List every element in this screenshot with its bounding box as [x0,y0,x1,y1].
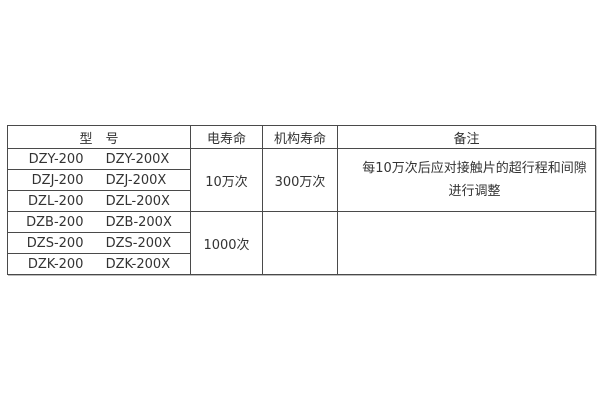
model-name-variant: DZJ-200X [105,172,167,188]
mechanism-life-cell: 300万次 [262,148,338,212]
table-row: DZK-200 DZK-200X [7,253,596,275]
col-header-model: 型 号 [7,125,191,149]
model-cell: DZB-200 DZB-200X [7,211,191,233]
remark-line: 每10万次后应对接触片的超行程和间隙 [362,161,587,176]
electrical-life-cell: 1000次 [190,211,263,275]
model-name: DZL-200 [28,193,84,209]
model-name: DZY-200 [28,151,84,167]
model-name: DZS-200 [26,235,84,251]
spec-table-container: 型 号 电寿命 机构寿命 备注 DZY-200 DZY-200X 10万次 30… [7,125,596,275]
model-name: DZK-200 [27,256,84,272]
spec-table: 型 号 电寿命 机构寿命 备注 DZY-200 DZY-200X 10万次 30… [7,125,596,275]
model-name-variant: DZK-200X [105,256,171,272]
model-cell: DZS-200 DZS-200X [7,232,191,254]
model-name-variant: DZL-200X [105,193,170,209]
header-row: 型 号 电寿命 机构寿命 备注 [7,125,596,149]
electrical-life-cell: 10万次 [190,148,263,212]
remark-cell: 每10万次后应对接触片的超行程和间隙 进行调整 [337,148,596,212]
col-header-remark: 备注 [337,125,596,149]
model-name: DZJ-200 [31,172,84,188]
model-name-variant: DZY-200X [105,151,170,167]
model-cell: DZY-200 DZY-200X [7,148,191,170]
model-cell: DZL-200 DZL-200X [7,190,191,212]
model-cell: DZJ-200 DZJ-200X [7,169,191,191]
model-name-variant: DZB-200X [105,214,172,230]
col-header-electrical-life: 电寿命 [190,125,263,149]
model-cell: DZK-200 DZK-200X [7,253,191,275]
table-row: DZS-200 DZS-200X [7,232,596,254]
table-row: DZJ-200 DZJ-200X [7,169,596,191]
mechanism-life-cell [262,211,338,275]
model-name-variant: DZS-200X [105,235,172,251]
model-name: DZB-200 [26,214,84,230]
remark-text: 每10万次后应对接触片的超行程和间隙 进行调整 [339,161,595,199]
remark-line: 进行调整 [448,184,501,199]
remark-cell [337,211,596,275]
col-header-mechanism-life: 机构寿命 [262,125,338,149]
table-row: DZL-200 DZL-200X [7,190,596,212]
table-row: DZY-200 DZY-200X 10万次 300万次 每10万次后应对接触片的… [7,148,596,212]
table-row: DZB-200 DZB-200X 1000次 [7,211,596,275]
